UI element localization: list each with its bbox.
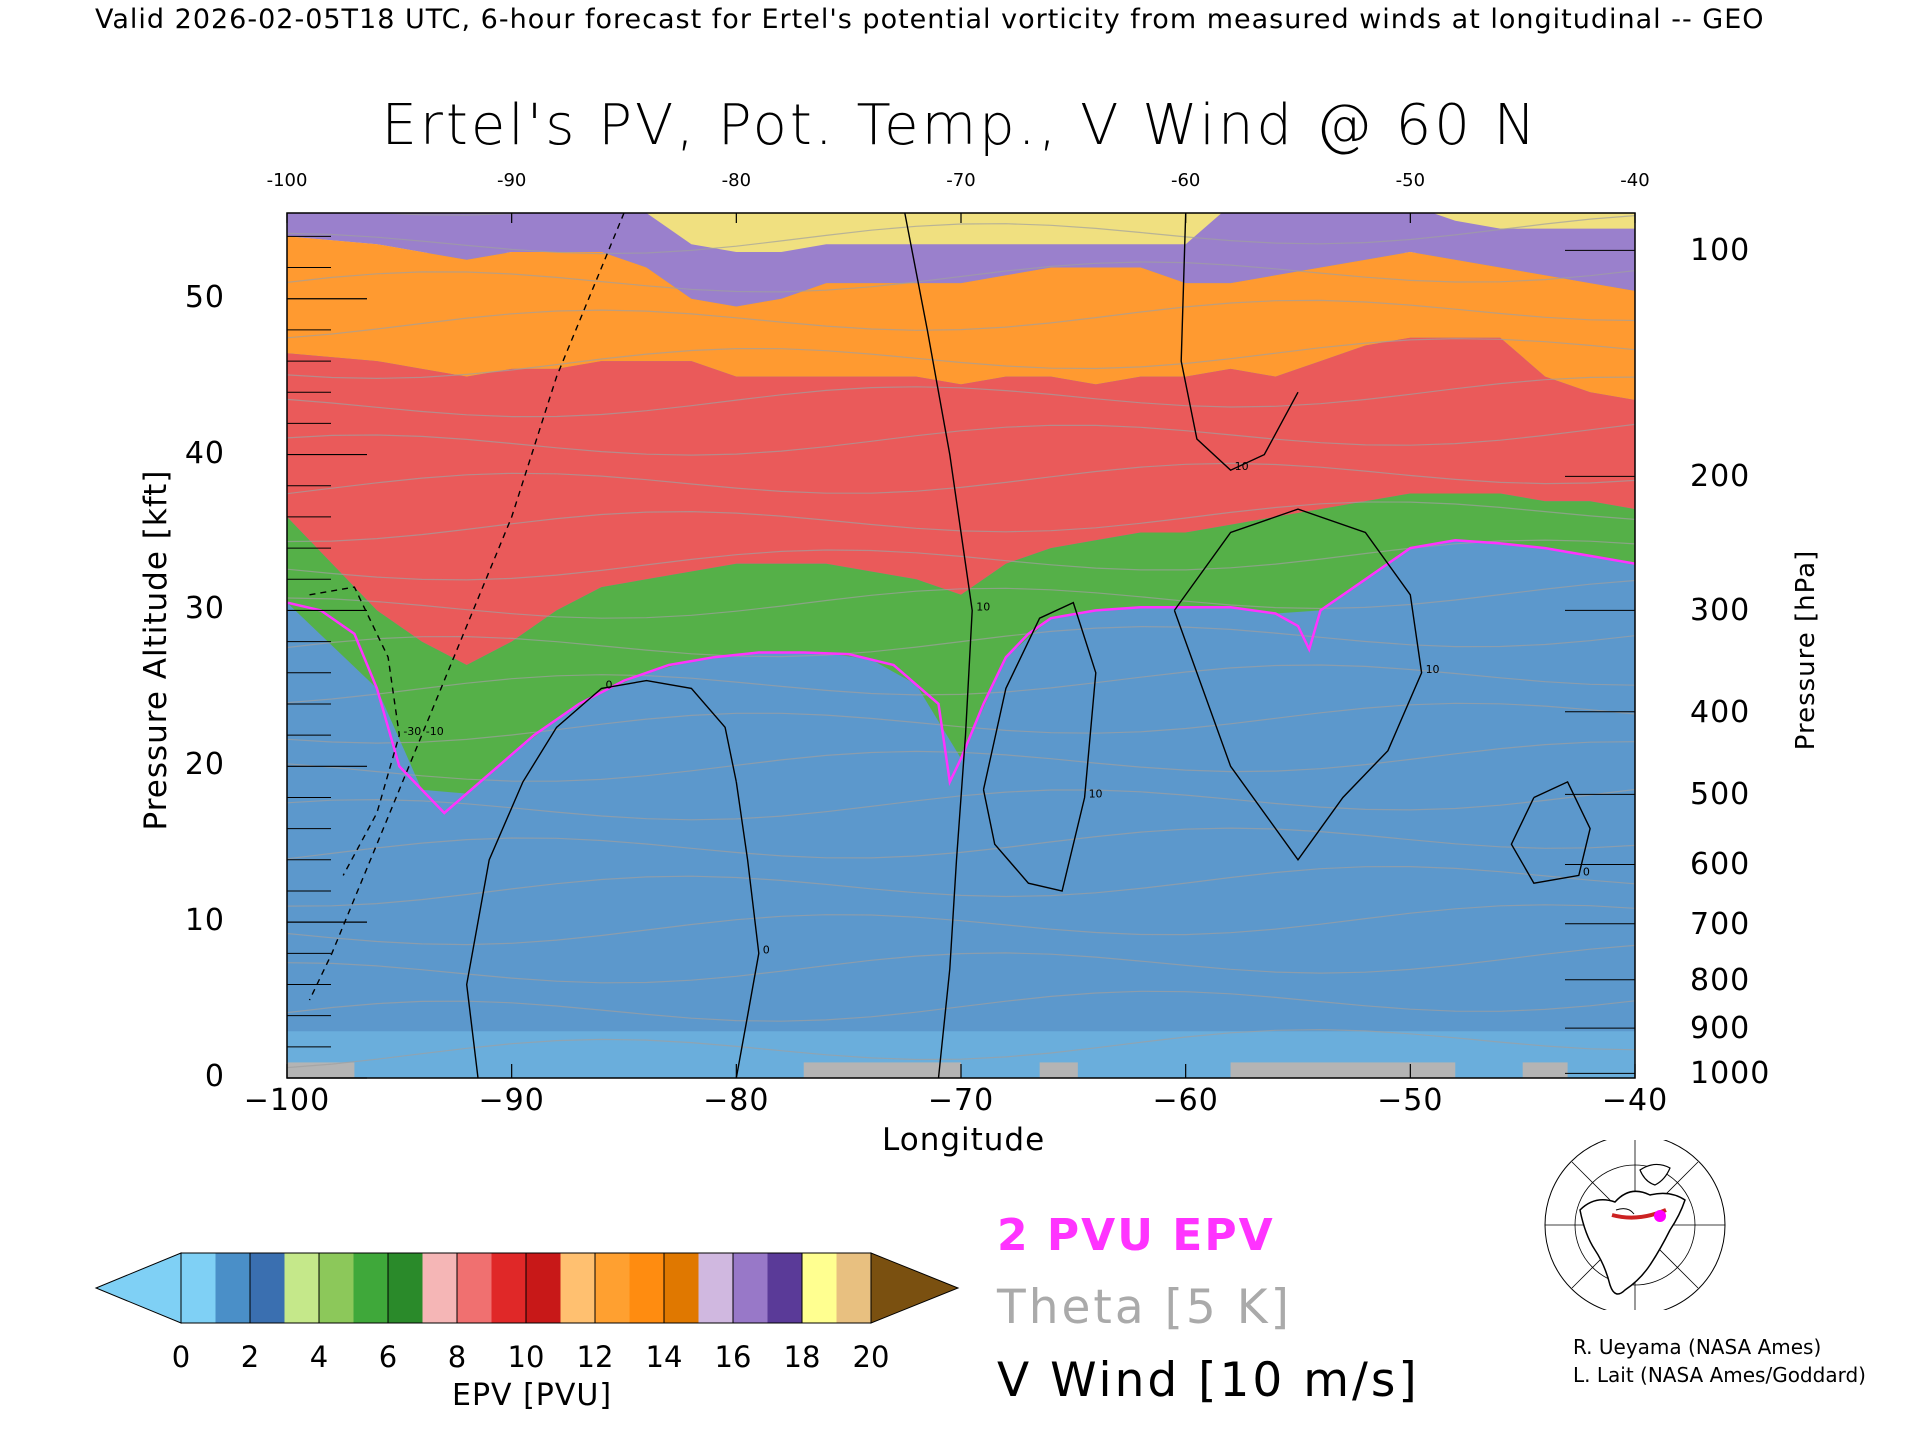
v-wind-contour-label: 10 (1089, 787, 1103, 800)
chart-title: Ertel's PV, Pot. Temp., V Wind @ 60 N (381, 93, 1539, 158)
terrain-block (1522, 1062, 1568, 1078)
v-wind-contour-label: 0 (1583, 865, 1590, 878)
theta-contour (287, 741, 1635, 782)
colorbar-tick-label: 6 (378, 1340, 398, 1374)
x-tick-label: −70 (927, 1083, 995, 1118)
theta-contour (287, 261, 1635, 293)
x-tick-label: −80 (703, 1083, 770, 1118)
colorbar-tick-label: 14 (645, 1340, 683, 1374)
y-axis-label: Pressure Altitude [kft] (138, 469, 174, 831)
x-top-tick-label: -80 (721, 170, 752, 191)
forecast-header: Valid 2026-02-05T18 UTC, 6-hour forecast… (95, 4, 1765, 35)
theta-contour (287, 865, 1635, 907)
theta-contour (287, 702, 1635, 744)
v-wind-contour (308, 213, 625, 1001)
epv-10-14-band (287, 236, 1635, 400)
v-wind-contour (309, 586, 401, 876)
x-tick-label: −100 (243, 1083, 331, 1118)
y2-tick-label: 800 (1690, 962, 1751, 998)
v-wind-contour (1510, 780, 1591, 884)
v-wind-contour (982, 601, 1097, 892)
y2-tick-label: 400 (1690, 694, 1751, 730)
theta-contour (287, 904, 1635, 946)
epv-2-6-band (287, 493, 1635, 794)
y-tick-label: 40 (184, 435, 225, 471)
y-tick-label: 10 (184, 903, 225, 939)
credit-author-1: R. Ueyama (NASA Ames) (1573, 1335, 1822, 1359)
theta-contour (287, 462, 1635, 495)
y2-tick-label: 600 (1690, 847, 1751, 883)
y2-tick-label: 100 (1690, 233, 1751, 269)
colorbar-tick-label: 8 (447, 1340, 467, 1374)
x-top-tick-label: -90 (496, 170, 527, 191)
legend-v-wind: V Wind [10 m/s] (997, 1353, 1420, 1408)
theta-contour (287, 944, 1635, 984)
theta-contour (287, 423, 1635, 456)
north-polar-map-icon (1544, 1140, 1726, 1310)
epv-14-16-band (287, 213, 1635, 307)
credit-author-2: L. Lait (NASA Ames/Goddard) (1573, 1363, 1866, 1387)
y2-tick-label: 700 (1690, 906, 1751, 942)
x-top-tick-label: -100 (266, 170, 308, 191)
colorbar-tick-label: 18 (783, 1340, 821, 1374)
terrain-block (803, 1062, 961, 1078)
theta-contour (287, 1028, 1635, 1069)
x-axis-label: Longitude (882, 1122, 1046, 1158)
theta-contour (287, 337, 1635, 380)
v-wind-contour (1180, 213, 1299, 472)
colorbar-label: EPV [PVU] (452, 1378, 613, 1413)
x-tick-label: −90 (478, 1083, 545, 1118)
y2-tick-label: 500 (1690, 777, 1751, 813)
colorbar-tick-label: 10 (507, 1340, 545, 1374)
x-tick-label: −60 (1152, 1083, 1219, 1118)
legend-theta: Theta [5 K] (997, 1280, 1292, 1335)
theta-contour (287, 827, 1635, 860)
y2-tick-label: 1000 (1690, 1056, 1771, 1092)
y-tick-label: 0 (204, 1059, 225, 1094)
v-wind-contour (904, 213, 973, 1078)
colorbar-tick-label: 0 (171, 1340, 191, 1374)
colorbar-tick-label: 4 (309, 1340, 329, 1374)
y2-axis-label: Pressure [hPa] (1791, 549, 1821, 751)
theta-contour (287, 299, 1635, 339)
theta-contour (287, 376, 1635, 418)
two-pvu-contour (287, 539, 1635, 815)
theta-contour (287, 625, 1635, 658)
v-wind-contour (735, 781, 760, 1078)
colorbar-tick-label: 2 (240, 1340, 260, 1374)
colorbar-tick-label: 20 (852, 1340, 890, 1374)
epv-6-10-band (287, 337, 1635, 665)
theta-contour (287, 664, 1635, 704)
v-wind-contour-label: 10 (1426, 663, 1440, 676)
v-wind-contour-label: 10 (976, 600, 990, 613)
legend-2pvu-epv: 2 PVU EPV (997, 1210, 1275, 1261)
colorbar-tick-label: 12 (576, 1340, 614, 1374)
colorbar-tick-label: 16 (714, 1340, 752, 1374)
terrain-block (1039, 1062, 1078, 1078)
theta-contour (287, 215, 1635, 255)
x-top-tick-label: -40 (1620, 170, 1650, 191)
v-wind-contour-label: -10 (426, 725, 444, 738)
x-tick-label: −50 (1377, 1083, 1444, 1118)
y-tick-label: 30 (184, 591, 225, 627)
v-wind-contour (465, 679, 737, 1078)
v-wind-contour (1173, 508, 1423, 861)
y2-tick-label: 300 (1690, 593, 1751, 629)
y2-tick-label: 900 (1690, 1011, 1751, 1047)
theta-contour (287, 579, 1635, 619)
x-tick-label: −40 (1601, 1083, 1669, 1118)
y-tick-label: 20 (184, 747, 225, 783)
v-wind-contour-label: 0 (763, 943, 770, 956)
x-top-tick-label: -70 (946, 170, 976, 191)
theta-contour (287, 990, 1635, 1022)
v-wind-contour-label: -30 (403, 725, 421, 738)
y2-tick-label: 200 (1690, 459, 1751, 495)
x-top-tick-label: -60 (1170, 170, 1201, 191)
terrain-block (1230, 1062, 1456, 1078)
v-wind-contour-label: 10 (1235, 460, 1249, 473)
v-wind-contour-label: 0 (606, 678, 613, 691)
x-top-tick-label: -50 (1395, 170, 1426, 191)
y-tick-label: 50 (184, 279, 225, 315)
